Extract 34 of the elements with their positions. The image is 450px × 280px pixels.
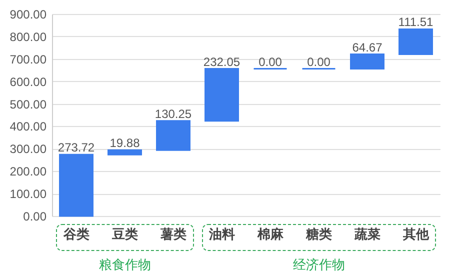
x-tick-label: 谷类 (62, 228, 90, 242)
x-tick-label: 薯类 (159, 226, 186, 242)
x-tick-label: 蔬菜 (353, 226, 380, 242)
bar (59, 154, 94, 217)
data-label: 0.00 (258, 54, 282, 69)
bar (204, 68, 239, 122)
y-tick-label: 600.00 (10, 74, 47, 89)
bar (398, 28, 433, 56)
y-tick-label: 500.00 (10, 97, 47, 112)
bar (350, 54, 384, 70)
data-label: 273.72 (58, 140, 95, 155)
y-tick-label: 0.00 (23, 210, 47, 224)
y-tick-label: 700.00 (10, 52, 47, 66)
y-tick-label: 300.00 (10, 142, 47, 156)
y-tick-label: 100.00 (10, 187, 47, 202)
x-tick-label: 其他 (402, 228, 430, 242)
bar (156, 120, 190, 151)
data-label: 111.51 (398, 15, 434, 30)
data-label: 0.00 (307, 54, 331, 69)
data-label: 64.67 (352, 40, 383, 54)
data-label: 232.05 (203, 54, 240, 69)
y-tick-label: 400.00 (10, 120, 47, 134)
data-label: 19.88 (110, 136, 140, 150)
text: 经济作物 (292, 257, 346, 274)
y-tick-label: 800.00 (10, 30, 47, 44)
y-tick-label: 900.00 (10, 8, 47, 22)
text: 粮食作物 (98, 257, 152, 274)
data-label: 130.25 (154, 106, 192, 121)
x-tick-label: 豆类 (110, 228, 138, 242)
x-tick-label: 糖类 (304, 226, 332, 242)
x-tick-label: 棉麻 (256, 226, 284, 242)
y-tick-label: 200.00 (10, 164, 47, 179)
x-tick-label: 油料 (208, 228, 235, 242)
bar (108, 149, 142, 156)
